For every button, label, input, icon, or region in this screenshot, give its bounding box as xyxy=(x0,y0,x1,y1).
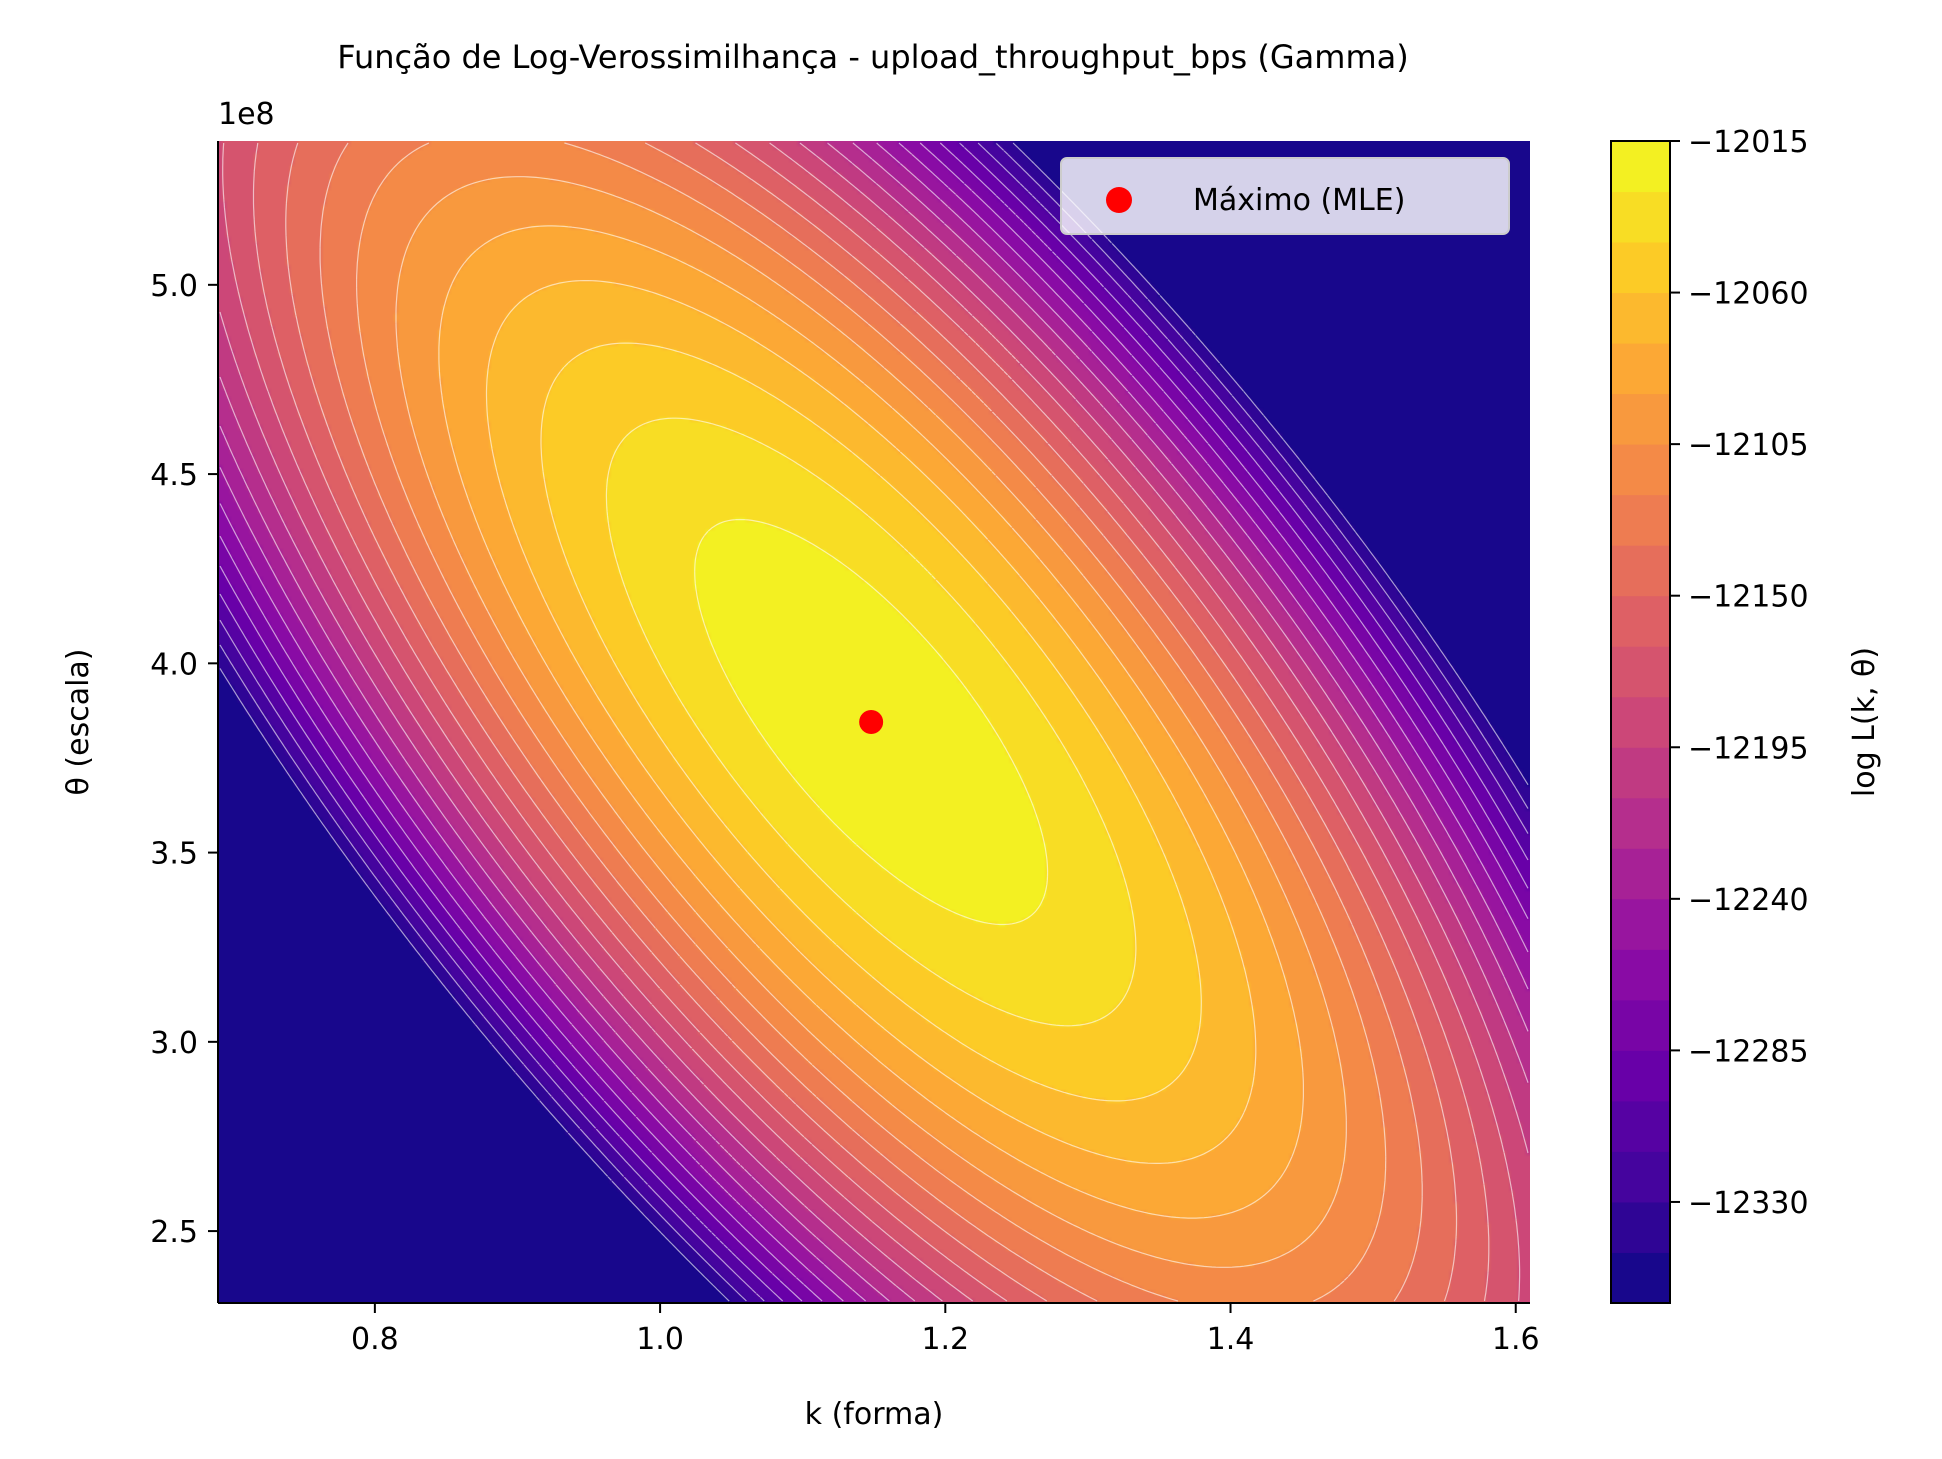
colorbar-band xyxy=(1611,848,1670,900)
legend-marker xyxy=(1106,187,1132,213)
colorbar-tick-label: −12105 xyxy=(1688,428,1809,463)
colorbar-bands xyxy=(1611,141,1670,1304)
colorbar: −12015 −12060 −12105 −12150 −12195 −12240 −122… xyxy=(1610,125,1882,1304)
colorbar-band xyxy=(1611,898,1670,950)
x-tick-label: 0.8 xyxy=(351,1322,399,1357)
legend-label: Máximo (MLE) xyxy=(1193,183,1405,218)
colorbar-band xyxy=(1611,191,1670,243)
y-tick-label: 5.0 xyxy=(150,269,198,304)
y-tick-label: 3.5 xyxy=(150,837,198,872)
colorbar-band xyxy=(1611,1050,1670,1102)
colorbar-tick-label: −12150 xyxy=(1688,580,1809,615)
colorbar-band xyxy=(1611,797,1670,849)
y-axis-label: θ (escala) xyxy=(61,649,96,796)
colorbar-tick-label: −12015 xyxy=(1688,125,1809,160)
colorbar-band xyxy=(1611,595,1670,647)
colorbar-tick-label: −12195 xyxy=(1688,731,1809,766)
x-tick-label: 1.6 xyxy=(1492,1322,1540,1357)
colorbar-band xyxy=(1611,545,1670,597)
colorbar-tick-label: −12240 xyxy=(1688,883,1809,918)
colorbar-label: log L(k, θ) xyxy=(1847,647,1882,797)
colorbar-band xyxy=(1611,949,1670,1001)
colorbar-band xyxy=(1611,646,1670,698)
colorbar-tick-label: −12285 xyxy=(1688,1034,1809,1069)
y-tick-label: 4.0 xyxy=(150,647,198,682)
colorbar-band xyxy=(1611,999,1670,1051)
contour-path xyxy=(219,142,1529,1302)
mle-point xyxy=(859,710,884,734)
colorbar-tick-label: −12060 xyxy=(1688,277,1809,312)
colorbar-band xyxy=(1611,343,1670,395)
colorbar-band xyxy=(1611,1151,1670,1203)
axes-frame xyxy=(217,141,1530,1304)
x-axis-label: k (forma) xyxy=(805,1397,944,1432)
y-tick-label: 4.5 xyxy=(150,458,198,493)
colorbar-band xyxy=(1611,242,1670,294)
colorbar-band xyxy=(1611,696,1670,748)
x-tick-label: 1.2 xyxy=(921,1322,969,1357)
x-tick-label: 1.0 xyxy=(636,1322,684,1357)
legend-box xyxy=(1060,157,1510,235)
colorbar-band xyxy=(1611,292,1670,344)
y-offset-label: 1e8 xyxy=(218,97,275,132)
colorbar-band xyxy=(1611,1100,1670,1152)
plot-area xyxy=(218,141,1530,1303)
colorbar-band xyxy=(1611,393,1670,445)
y-axis-ticks: 2.5 3.0 3.5 4.0 4.5 5.0 xyxy=(150,269,218,1250)
colorbar-band xyxy=(1611,494,1670,546)
colorbar-tick-label: −12330 xyxy=(1688,1186,1809,1221)
colorbar-band xyxy=(1611,747,1670,799)
x-axis-ticks: 0.8 1.0 1.2 1.4 1.6 xyxy=(351,1303,1540,1357)
colorbar-band xyxy=(1611,1252,1670,1304)
colorbar-frame xyxy=(1610,140,1671,1304)
x-tick-label: 1.4 xyxy=(1207,1322,1255,1357)
y-tick-label: 3.0 xyxy=(150,1026,198,1061)
chart-title: Função de Log-Verossimilhança - upload_t… xyxy=(337,38,1408,76)
colorbar-band xyxy=(1611,141,1670,193)
colorbar-band xyxy=(1611,444,1670,496)
colorbar-ticks: −12015 −12060 −12105 −12150 −12195 −12240 −122… xyxy=(1670,125,1809,1221)
colorbar-band xyxy=(1611,1201,1670,1253)
y-tick-label: 2.5 xyxy=(150,1215,198,1250)
legend: Máximo (MLE) xyxy=(1060,157,1510,235)
contour-lines xyxy=(219,142,1529,1302)
